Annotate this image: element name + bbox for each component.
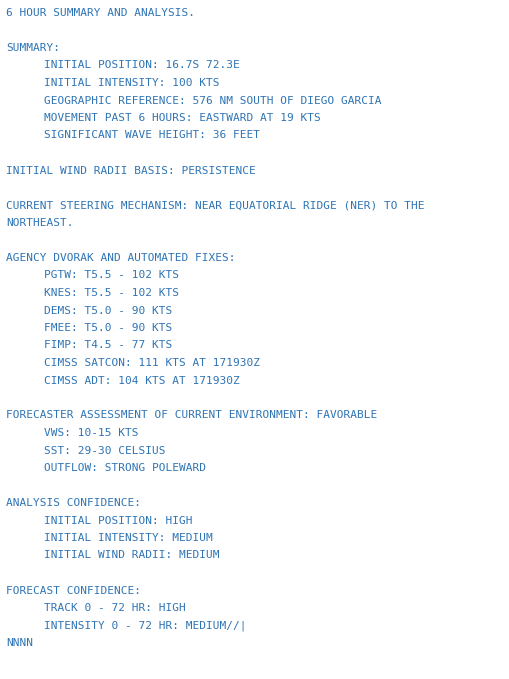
Text: FORECAST CONFIDENCE:: FORECAST CONFIDENCE: xyxy=(6,585,140,595)
Text: NNNN: NNNN xyxy=(6,638,33,648)
Text: INITIAL WIND RADII BASIS: PERSISTENCE: INITIAL WIND RADII BASIS: PERSISTENCE xyxy=(6,166,255,175)
Text: INITIAL WIND RADII: MEDIUM: INITIAL WIND RADII: MEDIUM xyxy=(44,551,219,560)
Text: CURRENT STEERING MECHANISM: NEAR EQUATORIAL RIDGE (NER) TO THE: CURRENT STEERING MECHANISM: NEAR EQUATOR… xyxy=(6,200,423,210)
Text: GEOGRAPHIC REFERENCE: 576 NM SOUTH OF DIEGO GARCIA: GEOGRAPHIC REFERENCE: 576 NM SOUTH OF DI… xyxy=(44,96,381,105)
Text: CIMSS SATCON: 111 KTS AT 171930Z: CIMSS SATCON: 111 KTS AT 171930Z xyxy=(44,358,260,368)
Text: FIMP: T4.5 - 77 KTS: FIMP: T4.5 - 77 KTS xyxy=(44,340,172,350)
Text: ANALYSIS CONFIDENCE:: ANALYSIS CONFIDENCE: xyxy=(6,498,140,508)
Text: MOVEMENT PAST 6 HOURS: EASTWARD AT 19 KTS: MOVEMENT PAST 6 HOURS: EASTWARD AT 19 KT… xyxy=(44,113,320,123)
Text: SST: 29-30 CELSIUS: SST: 29-30 CELSIUS xyxy=(44,445,165,456)
Text: TRACK 0 - 72 HR: HIGH: TRACK 0 - 72 HR: HIGH xyxy=(44,603,185,613)
Text: INTENSITY 0 - 72 HR: MEDIUM//|: INTENSITY 0 - 72 HR: MEDIUM//| xyxy=(44,621,246,631)
Text: INITIAL INTENSITY: MEDIUM: INITIAL INTENSITY: MEDIUM xyxy=(44,533,212,543)
Text: 6 HOUR SUMMARY AND ANALYSIS.: 6 HOUR SUMMARY AND ANALYSIS. xyxy=(6,8,194,18)
Text: VWS: 10-15 KTS: VWS: 10-15 KTS xyxy=(44,428,138,438)
Text: DEMS: T5.0 - 90 KTS: DEMS: T5.0 - 90 KTS xyxy=(44,306,172,316)
Text: INITIAL INTENSITY: 100 KTS: INITIAL INTENSITY: 100 KTS xyxy=(44,78,219,88)
Text: AGENCY DVORAK AND AUTOMATED FIXES:: AGENCY DVORAK AND AUTOMATED FIXES: xyxy=(6,253,235,263)
Text: SIGNIFICANT WAVE HEIGHT: 36 FEET: SIGNIFICANT WAVE HEIGHT: 36 FEET xyxy=(44,130,260,141)
Text: INITIAL POSITION: HIGH: INITIAL POSITION: HIGH xyxy=(44,515,192,526)
Text: KNES: T5.5 - 102 KTS: KNES: T5.5 - 102 KTS xyxy=(44,288,179,298)
Text: PGTW: T5.5 - 102 KTS: PGTW: T5.5 - 102 KTS xyxy=(44,270,179,280)
Text: FORECASTER ASSESSMENT OF CURRENT ENVIRONMENT: FAVORABLE: FORECASTER ASSESSMENT OF CURRENT ENVIRON… xyxy=(6,411,377,420)
Text: NORTHEAST.: NORTHEAST. xyxy=(6,218,73,228)
Text: CIMSS ADT: 104 KTS AT 171930Z: CIMSS ADT: 104 KTS AT 171930Z xyxy=(44,375,239,386)
Text: INITIAL POSITION: 16.7S 72.3E: INITIAL POSITION: 16.7S 72.3E xyxy=(44,60,239,71)
Text: SUMMARY:: SUMMARY: xyxy=(6,43,60,53)
Text: FMEE: T5.0 - 90 KTS: FMEE: T5.0 - 90 KTS xyxy=(44,323,172,333)
Text: OUTFLOW: STRONG POLEWARD: OUTFLOW: STRONG POLEWARD xyxy=(44,463,206,473)
